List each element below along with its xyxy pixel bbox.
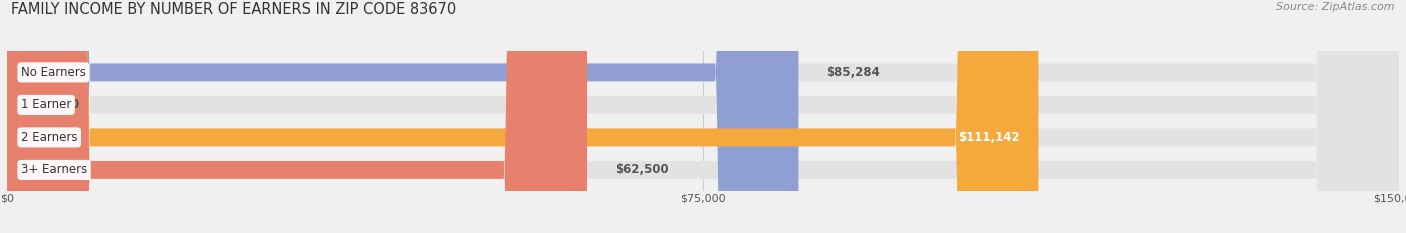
FancyBboxPatch shape — [7, 0, 1039, 233]
FancyBboxPatch shape — [7, 0, 1399, 233]
Text: 3+ Earners: 3+ Earners — [21, 163, 87, 176]
Text: $111,142: $111,142 — [959, 131, 1019, 144]
FancyBboxPatch shape — [7, 0, 1399, 233]
FancyBboxPatch shape — [7, 0, 1399, 233]
Text: Source: ZipAtlas.com: Source: ZipAtlas.com — [1277, 2, 1395, 12]
Text: 2 Earners: 2 Earners — [21, 131, 77, 144]
Text: $62,500: $62,500 — [614, 163, 668, 176]
FancyBboxPatch shape — [7, 0, 799, 233]
Text: $0: $0 — [63, 98, 79, 111]
Text: $85,284: $85,284 — [827, 66, 880, 79]
Text: 1 Earner: 1 Earner — [21, 98, 72, 111]
FancyBboxPatch shape — [7, 0, 1399, 233]
FancyBboxPatch shape — [7, 0, 588, 233]
Text: No Earners: No Earners — [21, 66, 86, 79]
Text: FAMILY INCOME BY NUMBER OF EARNERS IN ZIP CODE 83670: FAMILY INCOME BY NUMBER OF EARNERS IN ZI… — [11, 2, 457, 17]
